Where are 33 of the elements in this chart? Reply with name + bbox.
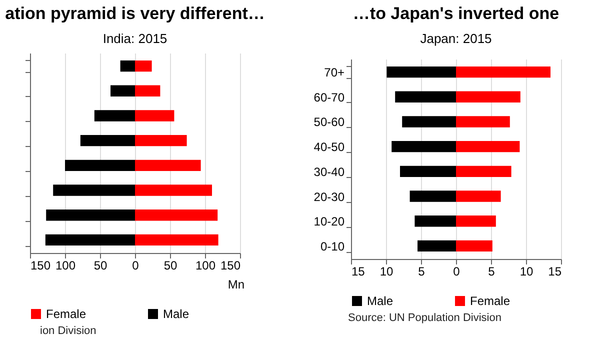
x-tick-label: 50 — [164, 258, 178, 272]
y-tick-label: 0-10 — [320, 239, 345, 254]
text: ion Division — [40, 325, 98, 337]
x-tick-label: 5 — [418, 264, 426, 278]
x-tick-label: 15 — [352, 264, 366, 278]
x-tick-label: 100 — [195, 258, 216, 272]
chart-subtitle: Japan: 2015 — [420, 31, 492, 46]
legend-label: Female — [470, 294, 510, 308]
x-axis-title: Mn — [228, 278, 244, 292]
x-tick-label: 150 — [30, 258, 51, 272]
y-tick-label: 30-40 — [314, 164, 345, 179]
x-tick-label: 5 — [488, 264, 496, 278]
x-tick-label: 100 — [55, 258, 76, 272]
x-tick-label: 150 — [220, 258, 241, 272]
chart-title: ation pyramid is very different… — [5, 4, 265, 23]
x-tick-label: 0 — [132, 258, 140, 272]
y-tick-label: 50-60 — [314, 115, 345, 130]
chart-subtitle: India: 2015 — [102, 31, 168, 46]
legend-label: Female — [46, 307, 86, 321]
y-tick-label: 70+ — [324, 66, 344, 80]
source-note: Source: UN Population Division — [348, 312, 502, 324]
y-tick-label: 20-30 — [314, 190, 345, 204]
x-tick-label: 0 — [453, 264, 460, 278]
y-tick-label: 10-20 — [314, 214, 345, 229]
y-tick-label: 60-70 — [314, 90, 345, 104]
y-tick-label: 40-50 — [314, 140, 345, 154]
legend-label: Male — [163, 307, 190, 321]
x-tick-label: 15 — [548, 264, 562, 278]
x-tick-label: 50 — [94, 258, 108, 272]
x-tick-label: 10 — [380, 264, 394, 278]
x-tick-label: 10 — [520, 264, 534, 278]
chart-title: …to Japan's inverted one — [352, 4, 560, 23]
legend-label: Male — [367, 294, 394, 308]
